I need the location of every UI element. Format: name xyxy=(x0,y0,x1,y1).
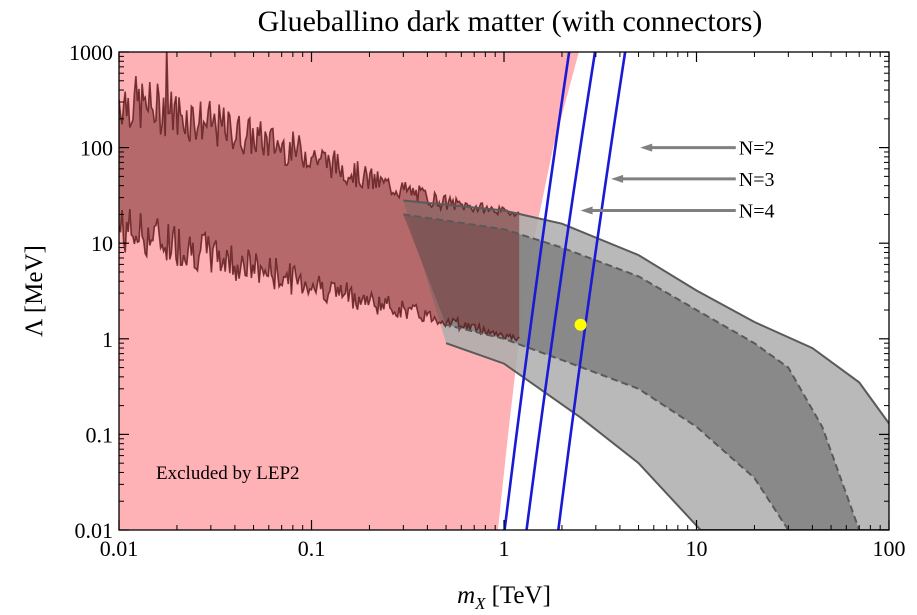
inner-band-upper-edge xyxy=(403,213,861,530)
x-tick-label: 0.1 xyxy=(298,536,326,561)
benchmark-point xyxy=(574,318,587,331)
arrow-head-2 xyxy=(640,143,653,152)
x-tick-label: 100 xyxy=(873,536,906,561)
x-tick-label: 10 xyxy=(686,536,708,561)
n-line-label-4: N=4 xyxy=(739,201,775,223)
y-axis-label: Λ [MeV] xyxy=(21,245,48,337)
y-tick-label: 100 xyxy=(80,136,113,161)
y-tick-label: 1 xyxy=(102,327,113,352)
excluded-region-label: Excluded by LEP2 xyxy=(156,463,300,484)
y-tick-label: 0.01 xyxy=(75,518,114,543)
noisy-band xyxy=(119,52,520,342)
outer-band-upper-edge xyxy=(403,199,889,425)
n-line-label-3: N=3 xyxy=(739,169,775,191)
y-tick-label: 0.1 xyxy=(86,422,114,447)
noisy-band-upper-edge xyxy=(119,52,520,218)
n-line-3 xyxy=(525,52,597,530)
x-axis-label: mX [TeV] xyxy=(457,582,551,613)
x-tick-label: 0.01 xyxy=(100,536,139,561)
y-tick-label: 1000 xyxy=(69,40,113,65)
x-tick-label: 1 xyxy=(499,536,510,561)
noisy-band-lower-edge xyxy=(119,209,520,342)
y-tick-label: 10 xyxy=(91,231,113,256)
n-line-2 xyxy=(557,52,627,530)
arrow-head-3 xyxy=(611,174,624,183)
inner-band-lower-edge xyxy=(445,323,790,530)
chart-title: Glueballino dark matter (with connectors… xyxy=(258,5,763,38)
n-line-label-2: N=2 xyxy=(739,138,775,160)
n-line-4 xyxy=(503,52,571,530)
arrow-head-4 xyxy=(580,206,593,215)
outer-band-lower-edge xyxy=(445,342,889,530)
